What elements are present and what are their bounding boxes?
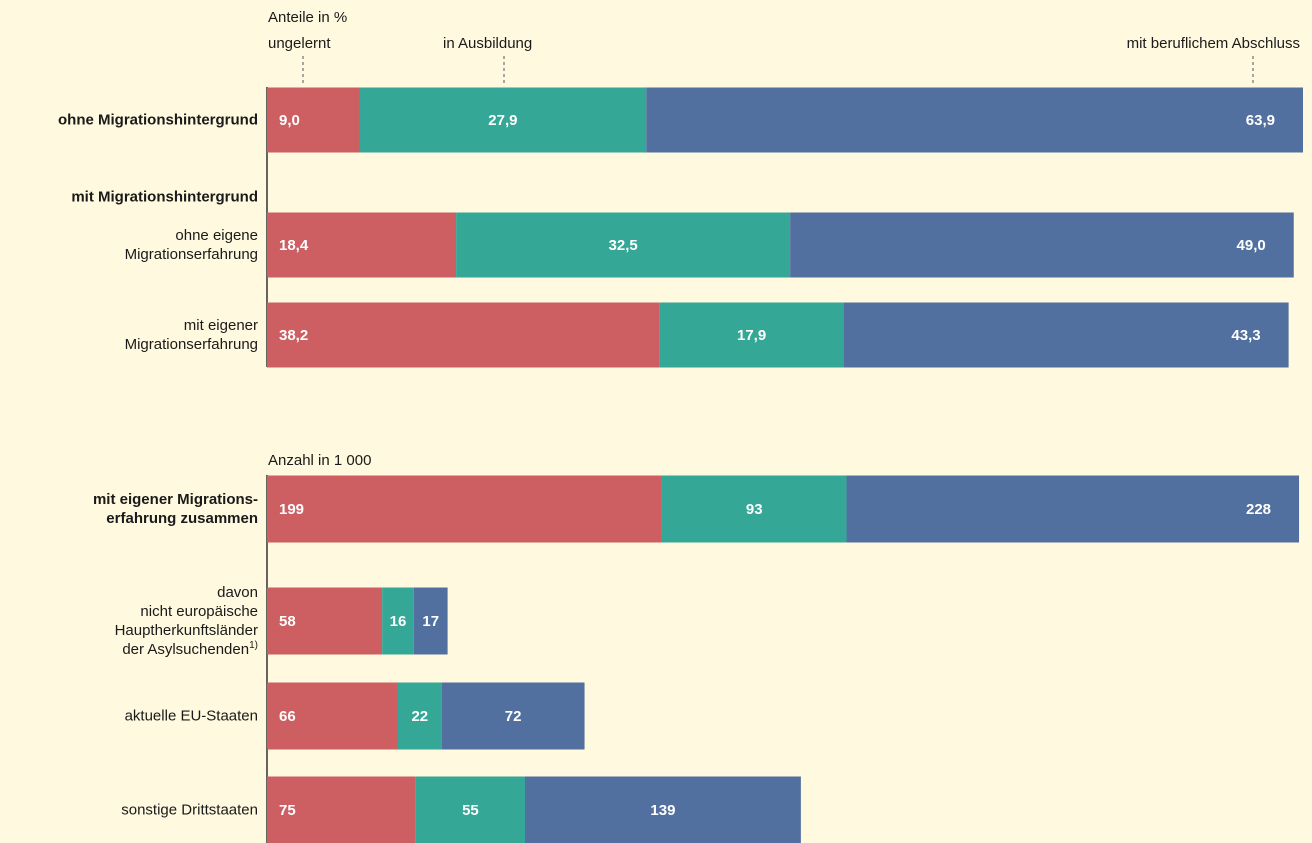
value-label: 139 <box>650 802 675 819</box>
bar-segment <box>843 302 1289 368</box>
category-text: ohne Migrationshintergrund <box>58 111 258 129</box>
bar-segment <box>267 212 457 278</box>
category-text: mit Migrationshintergrund <box>71 188 258 206</box>
value-label: 66 <box>279 708 296 725</box>
bar-segment <box>382 587 414 655</box>
bar-segment <box>456 212 791 278</box>
legend-label: ungelernt <box>268 35 331 52</box>
bar-segment <box>646 87 1303 153</box>
value-label: 49,0 <box>1237 237 1266 254</box>
footnote-marker: 1) <box>249 640 258 651</box>
category-label: davon nicht europäische Hauptherkunftslä… <box>115 583 258 659</box>
bar-segment <box>359 87 647 153</box>
bar-segment <box>267 682 398 750</box>
value-label: 199 <box>279 501 304 518</box>
category-label: ohne Migrationshintergrund <box>58 111 258 130</box>
bar-segment <box>397 682 442 750</box>
category-text: mit eigener Migrations- erfahrung zusamm… <box>92 491 258 527</box>
bar-segment <box>790 212 1294 278</box>
legend-label: mit beruflichem Abschluss <box>1127 35 1300 52</box>
category-label: mit eigener Migrations- erfahrung zusamm… <box>93 490 258 528</box>
bar-segment <box>525 776 801 843</box>
value-label: 17 <box>422 613 439 630</box>
subtitle: Anteile in % <box>268 9 347 26</box>
value-label: 228 <box>1246 501 1271 518</box>
value-label: 18,4 <box>279 237 309 254</box>
category-text: ohne eigene Migrationserfahrung <box>124 227 258 263</box>
bar-segment <box>661 475 847 543</box>
category-text: davon nicht europäische Hauptherkunftslä… <box>114 584 258 658</box>
category-label: mit Migrationshintergrund <box>71 188 258 207</box>
bar-segment <box>267 587 383 655</box>
category-text: aktuelle EU-Staaten <box>124 707 258 725</box>
bar-segment <box>267 776 416 843</box>
category-label: sonstige Drittstaaten <box>121 801 258 820</box>
category-label: ohne eigene Migrationserfahrung <box>125 226 258 264</box>
value-label: 32,5 <box>609 237 638 254</box>
category-text: sonstige Drittstaaten <box>121 801 258 819</box>
value-label: 27,9 <box>488 112 517 129</box>
value-label: 38,2 <box>279 327 308 344</box>
value-label: 9,0 <box>279 112 300 129</box>
category-text: mit eigener Migrationserfahrung <box>124 317 258 353</box>
subtitle: Anzahl in 1 000 <box>268 452 371 469</box>
bar-segment <box>267 302 660 368</box>
value-label: 63,9 <box>1246 112 1275 129</box>
value-label: 58 <box>279 613 296 630</box>
bar-segment <box>846 475 1300 543</box>
value-label: 72 <box>505 708 522 725</box>
category-label: mit eigener Migrationserfahrung <box>125 316 258 354</box>
value-label: 75 <box>279 802 296 819</box>
bar-segment <box>413 587 448 655</box>
bar-segment <box>441 682 585 750</box>
value-label: 55 <box>462 802 479 819</box>
category-label: aktuelle EU-Staaten <box>125 707 258 726</box>
bar-segment <box>267 475 662 543</box>
bar-segment <box>267 87 360 153</box>
bar-segment <box>659 302 844 368</box>
value-label: 93 <box>746 501 763 518</box>
value-label: 22 <box>411 708 428 725</box>
value-label: 17,9 <box>737 327 766 344</box>
bar-segment <box>415 776 526 843</box>
value-label: 43,3 <box>1231 327 1260 344</box>
value-label: 16 <box>390 613 407 630</box>
legend-label: in Ausbildung <box>443 35 532 52</box>
